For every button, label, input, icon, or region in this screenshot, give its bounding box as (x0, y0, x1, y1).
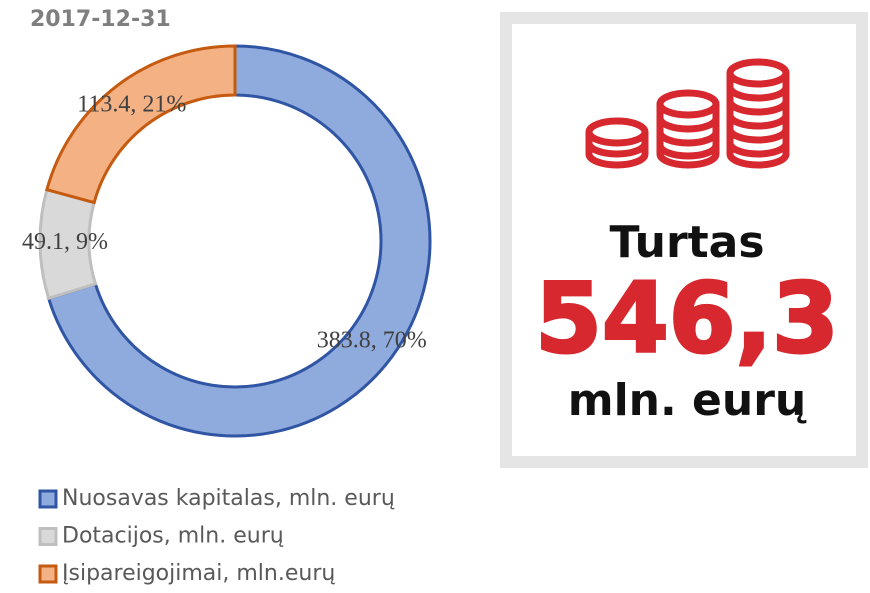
donut: 383.8, 70% 49.1, 9% 113.4, 21% (22, 44, 432, 438)
legend-swatch (38, 527, 58, 546)
chart-title: 2017-12-31 (30, 7, 171, 32)
data-label: 49.1, 9% (22, 229, 108, 255)
legend: Nuosavas kapitalas, mln. eurų Dotacijos, … (38, 486, 395, 586)
card-value: 546,3 (535, 262, 839, 374)
legend-label: Nuosavas kapitalas, mln. eurų (62, 486, 395, 511)
legend-swatch (38, 564, 58, 584)
data-label: 113.4, 21% (77, 91, 186, 117)
legend-label: Įsipareigojimai, mln.eurų (62, 561, 335, 586)
donut-segment (45, 44, 237, 205)
donut-segment (46, 44, 432, 438)
card-label: Turtas (609, 217, 764, 268)
legend-swatch (38, 489, 58, 509)
data-label: 383.8, 70% (317, 328, 427, 354)
coins-icon (585, 58, 790, 169)
legend-label: Dotacijos, mln. eurų (62, 524, 284, 549)
card-unit: mln. eurų (568, 375, 807, 426)
